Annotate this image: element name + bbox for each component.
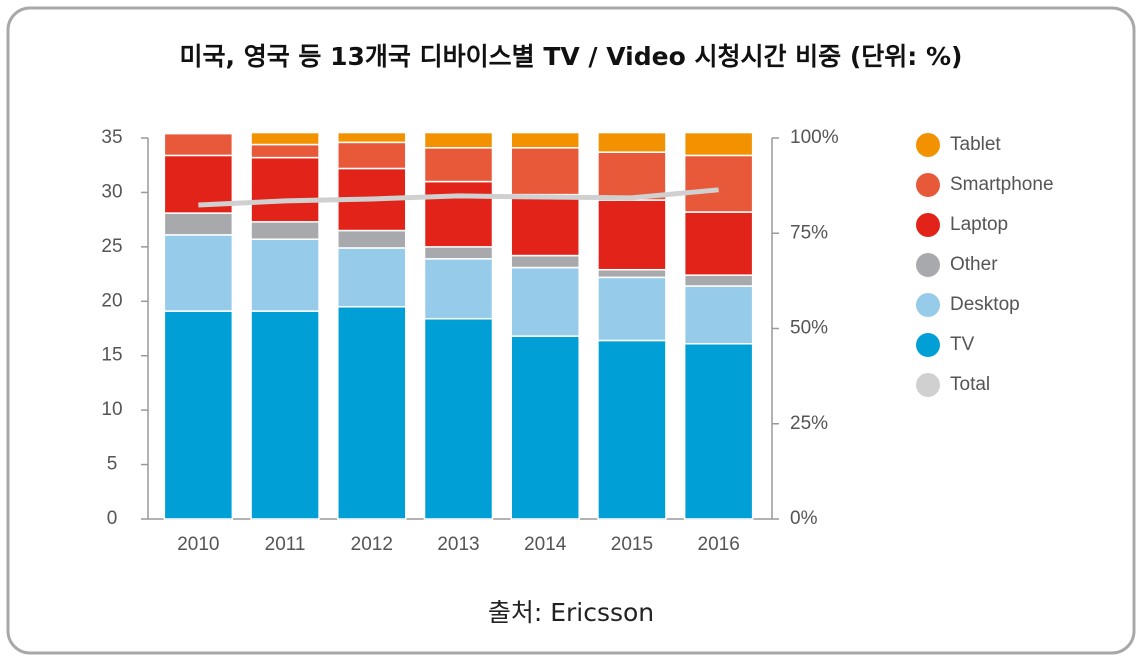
- bar-segment: [683, 342, 754, 520]
- bar-segment: [423, 246, 494, 260]
- bar-segment: [597, 151, 667, 201]
- bar-segment: [423, 317, 494, 520]
- x-tick-label: 2011: [265, 534, 306, 555]
- bar-segment: [683, 131, 754, 157]
- y2-tick-label: 75%: [790, 222, 828, 243]
- legend-swatch: [916, 333, 940, 357]
- bar-segment: [250, 143, 320, 159]
- bar-segment: [510, 193, 580, 257]
- x-tick-label: 2016: [698, 534, 740, 555]
- bar-segment: [250, 156, 320, 223]
- bar-segment: [337, 247, 407, 308]
- legend-swatch: [916, 133, 940, 157]
- bar-segment: [683, 285, 754, 345]
- x-tick-label: 2015: [611, 534, 653, 555]
- bar-segment: [163, 212, 234, 236]
- y-tick-label: 5: [107, 454, 118, 475]
- bar-segment: [163, 234, 234, 312]
- total-line: [198, 187, 719, 208]
- bar-segment: [510, 254, 580, 269]
- x-tick-label: 2010: [177, 534, 219, 555]
- legend-swatch: [916, 173, 940, 197]
- x-tick-label: 2012: [351, 534, 393, 555]
- y2-tick-label: 100%: [790, 127, 839, 148]
- legend-swatch: [916, 213, 940, 237]
- bar-segment: [423, 258, 494, 320]
- legend-swatch: [916, 373, 940, 397]
- y2-tick-label: 50%: [790, 318, 828, 339]
- y-tick-label: 15: [101, 345, 122, 366]
- y-tick-label: 0: [107, 508, 118, 529]
- y-tick-label: 20: [101, 290, 122, 311]
- legend-swatch: [916, 293, 940, 317]
- bar-segment: [337, 131, 407, 144]
- bar-segment: [423, 180, 494, 248]
- bar-segment: [250, 310, 320, 520]
- bar-segment: [337, 229, 407, 249]
- bar-segment: [337, 305, 407, 520]
- legend-label: Laptop: [950, 214, 1008, 235]
- bar-segment: [250, 131, 320, 146]
- bar-segment: [510, 147, 580, 196]
- bar-segment: [163, 132, 234, 157]
- bar-segment: [423, 131, 494, 149]
- bar-segment: [597, 199, 667, 271]
- y-tick-label: 30: [101, 181, 122, 202]
- bar-segment: [250, 221, 320, 240]
- y-tick-label: 25: [101, 236, 122, 257]
- legend-label: Desktop: [950, 294, 1020, 315]
- bar-segment: [597, 268, 667, 279]
- x-tick-label: 2014: [524, 534, 567, 555]
- x-tick-label: 2013: [437, 534, 479, 555]
- source: 출처: Ericsson: [488, 598, 654, 627]
- y-tick-label: 10: [101, 399, 122, 420]
- bar-segment: [250, 238, 320, 312]
- bar-segment: [683, 154, 754, 213]
- legend-label: TV: [950, 334, 975, 355]
- legend-label: Smartphone: [950, 174, 1054, 195]
- legend-swatch: [916, 253, 940, 277]
- bar-segment: [510, 131, 580, 149]
- y-tick-label: 35: [101, 127, 122, 148]
- legend-label: Tablet: [950, 134, 1001, 155]
- bar-segment: [423, 147, 494, 183]
- bar-segment: [337, 141, 407, 170]
- chart-title: 미국, 영국 등 13개국 디바이스별 TV / Video 시청시간 비중 (…: [180, 42, 963, 71]
- bar-segment: [597, 339, 667, 520]
- bar-segment: [597, 276, 667, 342]
- bar-segment: [510, 266, 580, 337]
- legend-label: Total: [950, 374, 990, 395]
- bar-segment: [683, 274, 754, 287]
- bar-segment: [163, 310, 234, 520]
- bar-segment: [597, 131, 667, 153]
- bar-segment: [510, 335, 580, 520]
- y2-tick-label: 0%: [790, 508, 818, 529]
- legend-label: Other: [950, 254, 998, 275]
- y2-tick-label: 25%: [790, 413, 828, 434]
- bar-segment: [683, 211, 754, 276]
